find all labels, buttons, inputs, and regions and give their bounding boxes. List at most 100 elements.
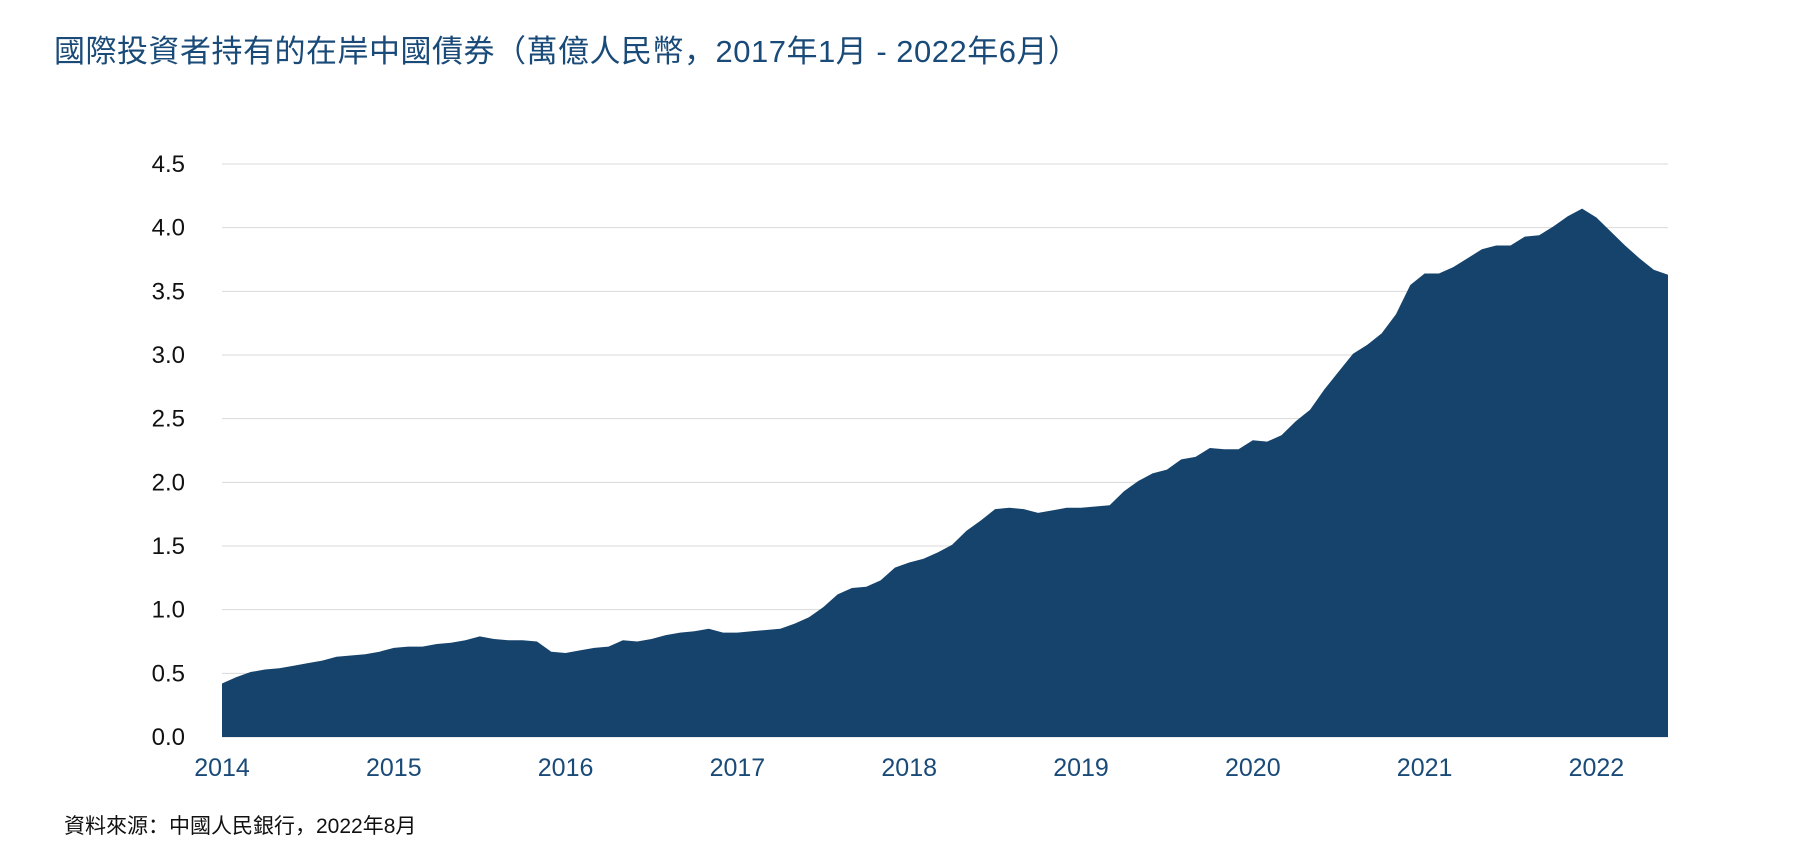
x-tick-label: 2015 (366, 754, 422, 782)
data-point (1566, 215, 1569, 218)
data-point (392, 646, 395, 649)
data-point (1480, 248, 1483, 251)
data-point (865, 585, 868, 588)
data-point (1509, 244, 1512, 247)
x-axis: 2014 2015 2016 2017 2018 2019 2020 2021 2022 (194, 754, 1624, 782)
data-point (1151, 472, 1154, 475)
data-point (1595, 216, 1598, 219)
y-tick-label: 1.0 (152, 597, 185, 624)
x-tick-label: 2014 (194, 754, 250, 782)
data-point (1194, 455, 1197, 458)
y-tick-label: 3.0 (152, 342, 185, 369)
data-point (1280, 434, 1283, 437)
data-point (750, 630, 753, 633)
data-point (979, 519, 982, 522)
data-point (736, 631, 739, 634)
data-point (936, 551, 939, 554)
data-point (621, 639, 624, 642)
data-point (249, 671, 252, 674)
y-tick-label: 0.0 (152, 724, 185, 751)
x-tick-label: 2021 (1397, 754, 1453, 782)
data-point (478, 635, 481, 638)
data-point (1552, 225, 1555, 228)
data-point (1208, 446, 1211, 449)
data-point (378, 650, 381, 653)
x-tick-label: 2019 (1053, 754, 1109, 782)
data-point (1624, 244, 1627, 247)
data-point (922, 557, 925, 560)
data-point (1094, 505, 1097, 508)
data-point (1309, 408, 1312, 411)
data-point (1337, 370, 1340, 373)
data-point (836, 593, 839, 596)
data-point (578, 649, 581, 652)
data-point (1638, 257, 1641, 260)
data-point (1251, 439, 1254, 442)
data-point (593, 646, 596, 649)
x-tick-label: 2016 (538, 754, 594, 782)
data-point (1323, 388, 1326, 391)
data-point (364, 653, 367, 656)
data-point (693, 630, 696, 633)
data-point (908, 561, 911, 564)
data-point (679, 631, 682, 634)
data-point (306, 662, 309, 665)
data-point (321, 659, 324, 662)
data-point (650, 637, 653, 640)
data-point (1008, 506, 1011, 509)
x-tick-label: 2022 (1569, 754, 1625, 782)
data-point (535, 640, 538, 643)
data-point (765, 629, 768, 632)
data-point (1366, 343, 1369, 346)
data-point (1394, 313, 1397, 316)
y-axis: 0.0 0.5 1.0 1.5 2.0 2.5 3.0 3.5 4.0 4.5 (152, 151, 185, 751)
data-point (636, 640, 639, 643)
data-point (292, 664, 295, 667)
data-point (1523, 235, 1526, 238)
y-tick-label: 2.5 (152, 406, 185, 433)
data-point (1022, 508, 1025, 511)
data-point (335, 655, 338, 658)
data-point (1037, 511, 1040, 514)
data-point (965, 529, 968, 532)
data-point (1423, 272, 1426, 275)
data-point (221, 682, 224, 685)
data-point (1652, 268, 1655, 271)
data-point (235, 676, 238, 679)
area-fill (222, 208, 1668, 737)
data-point (664, 634, 667, 637)
data-point (1294, 420, 1297, 423)
data-point (1165, 468, 1168, 471)
data-point (450, 641, 453, 644)
data-point (707, 627, 710, 630)
data-point (1065, 506, 1068, 509)
data-point (435, 643, 438, 646)
data-point (1051, 509, 1054, 512)
y-tick-label: 0.5 (152, 660, 185, 687)
y-tick-label: 3.5 (152, 278, 185, 305)
data-point (722, 631, 725, 634)
y-tick-label: 4.5 (152, 151, 185, 178)
x-tick-label: 2020 (1225, 754, 1281, 782)
data-point (1452, 266, 1455, 269)
data-point (1080, 506, 1083, 509)
data-point (1538, 234, 1541, 237)
data-point (464, 639, 467, 642)
data-point (407, 645, 410, 648)
data-point (850, 587, 853, 590)
data-point (994, 508, 997, 511)
data-point (1466, 257, 1469, 260)
x-tick-label: 2017 (710, 754, 766, 782)
data-point (793, 622, 796, 625)
data-point (1495, 244, 1498, 247)
data-point (807, 616, 810, 619)
data-point (564, 651, 567, 654)
data-point (1266, 440, 1269, 443)
data-point (278, 667, 281, 670)
data-point (1380, 332, 1383, 335)
data-point (1237, 448, 1240, 451)
x-tick-label: 2018 (881, 754, 937, 782)
data-point (822, 606, 825, 609)
data-point (1609, 230, 1612, 233)
